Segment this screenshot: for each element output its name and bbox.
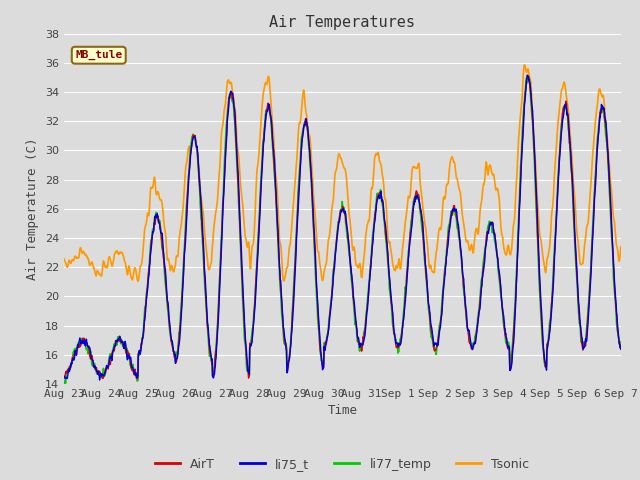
Text: MB_tule: MB_tule [75, 50, 122, 60]
Tsonic [502, 252, 509, 257]
AirT [502, 335, 509, 340]
li77_temp [184, 184, 191, 190]
Line: li75_t: li75_t [64, 75, 621, 380]
li77_temp [551, 238, 559, 243]
li75_t [171, 353, 179, 359]
Line: Tsonic: Tsonic [64, 65, 621, 281]
AirT [60, 374, 68, 380]
li75_t [502, 331, 509, 336]
Tsonic [134, 278, 141, 284]
Y-axis label: Air Temperature (C): Air Temperature (C) [26, 138, 39, 280]
AirT [246, 342, 254, 348]
li75_t [524, 72, 531, 78]
AirT [617, 342, 625, 348]
Tsonic [429, 269, 437, 275]
li75_t [429, 336, 437, 342]
li77_temp [525, 74, 532, 80]
AirT [552, 233, 559, 239]
li75_t [184, 186, 192, 192]
AirT [134, 376, 141, 382]
Tsonic [617, 244, 625, 250]
AirT [429, 338, 437, 344]
li77_temp [502, 337, 509, 343]
li75_t [60, 373, 68, 379]
AirT [524, 72, 531, 78]
Legend: AirT, li75_t, li77_temp, Tsonic: AirT, li75_t, li77_temp, Tsonic [150, 453, 534, 476]
Tsonic [171, 265, 179, 271]
Line: AirT: AirT [64, 75, 621, 379]
li77_temp [60, 381, 68, 387]
li75_t [96, 377, 104, 383]
li75_t [617, 347, 625, 352]
li77_temp [429, 340, 436, 346]
AirT [184, 179, 192, 184]
li75_t [552, 237, 559, 242]
li77_temp [170, 349, 178, 355]
Tsonic [60, 256, 68, 262]
Tsonic [246, 266, 254, 272]
li77_temp [246, 343, 254, 348]
li77_temp [617, 339, 625, 345]
Line: li77_temp: li77_temp [64, 77, 621, 384]
AirT [171, 355, 179, 360]
X-axis label: Time: Time [328, 405, 357, 418]
Tsonic [520, 62, 528, 68]
Tsonic [184, 147, 192, 153]
li75_t [246, 344, 254, 350]
Title: Air Temperatures: Air Temperatures [269, 15, 415, 30]
Tsonic [552, 158, 559, 164]
